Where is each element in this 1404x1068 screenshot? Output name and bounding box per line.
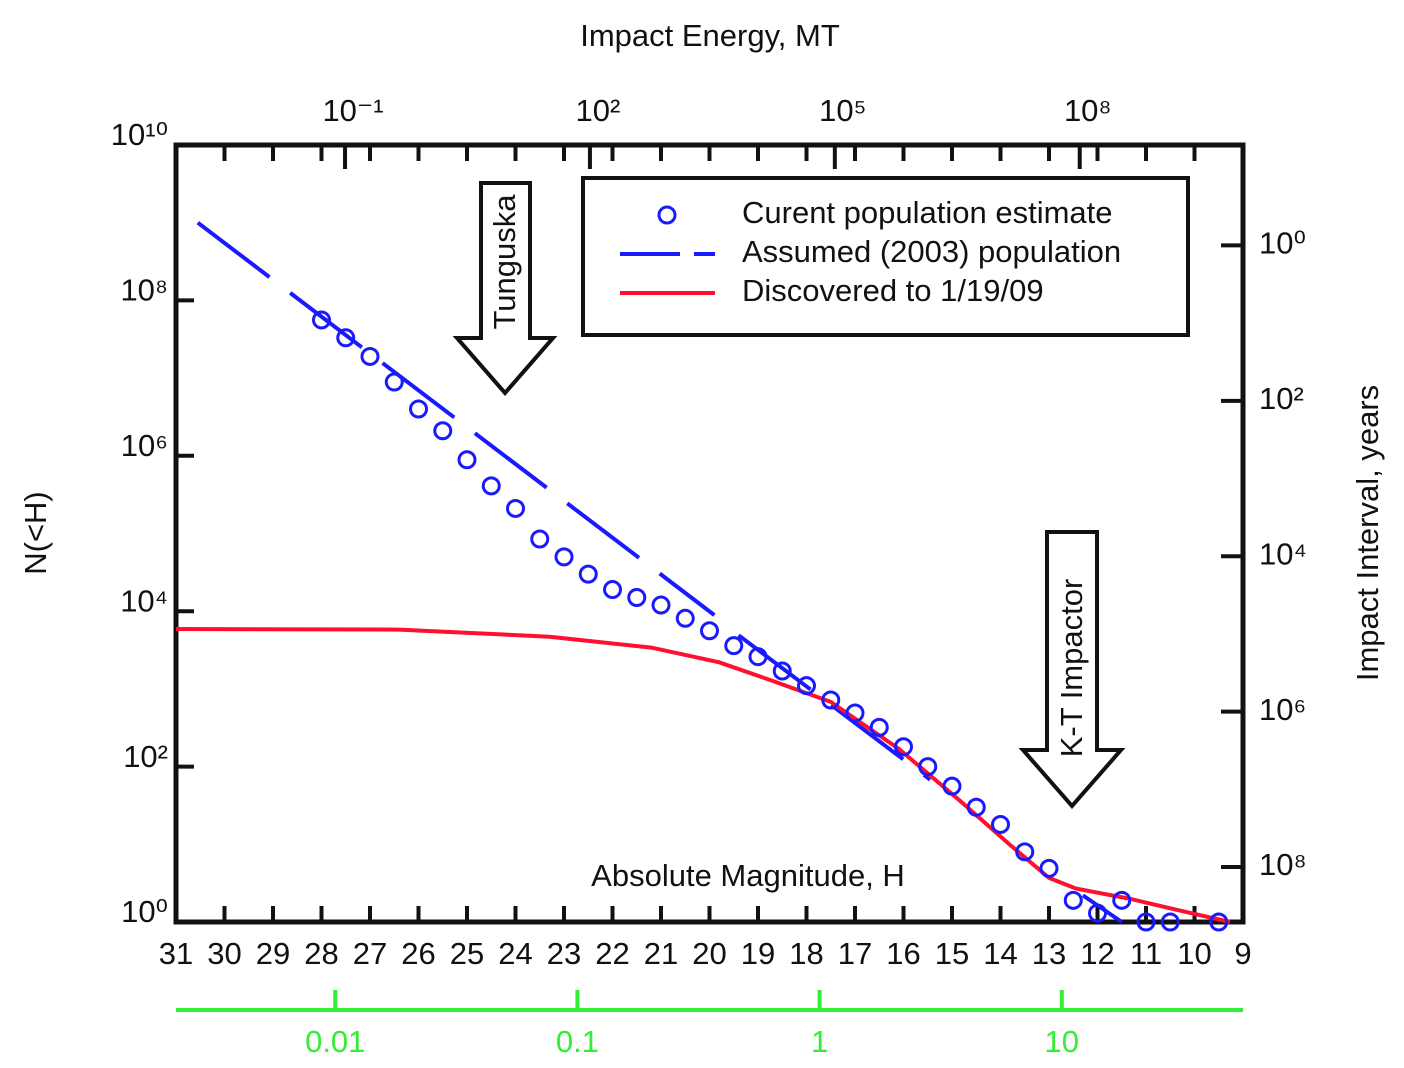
x-tick-label: 28 [304,936,338,971]
y-axis-label: N(<H) [18,491,53,575]
x2-axis-label: Impact Energy, MT [580,18,840,53]
x-tick-label: 15 [935,936,969,971]
y-tick-label: 10⁶ [121,428,168,463]
data-point [1209,912,1229,932]
x-tick-label: 22 [595,936,629,971]
y2-tick-label: 10⁰ [1259,226,1306,261]
x-tick-label: 12 [1080,936,1114,971]
y-tick-label: 10¹⁰ [111,117,168,152]
x2-tick-label: 10⁸ [1064,93,1112,128]
x-tick-label: 11 [1130,936,1162,971]
x-tick-label: 14 [983,936,1017,971]
data-point [1112,890,1132,910]
y2-tick-label: 10⁴ [1259,536,1307,571]
data-point [1015,842,1035,862]
data-point [724,636,744,656]
data-point [700,621,719,641]
x-tick-label: 31 [159,936,193,971]
x-tick-label: 16 [886,936,920,971]
data-point [554,547,574,567]
data-point [433,421,453,441]
x-tick-label: 9 [1234,936,1251,971]
x-tick-label: 24 [498,936,532,971]
data-point [894,737,913,757]
data-point [481,476,501,496]
x-tick-label: 13 [1032,936,1066,971]
y2-tick-label: 10⁶ [1259,692,1306,727]
data-point [797,676,816,696]
data-point [603,580,622,600]
y-tick-label: 10⁴ [120,583,168,618]
legend-label: Assumed (2003) population [742,234,1121,269]
data-point [336,328,356,348]
x3-tick-label: 0.1 [556,1024,599,1059]
data-point [966,797,986,817]
data-point [530,529,550,549]
x-tick-label: 30 [207,936,241,971]
x-tick-label: 20 [692,936,726,971]
legend-box [581,176,1190,337]
x-axis-label: Absolute Magnitude, H [591,858,905,893]
data-point [312,310,331,330]
data-point [1039,858,1059,878]
data-point [506,498,525,518]
x-tick-label: 17 [838,936,872,971]
y-tick-label: 10⁰ [121,894,168,929]
data-point [1088,903,1107,923]
x-tick-label: 23 [547,936,581,971]
data-point [675,608,695,628]
annotation-arrow [1018,530,1126,810]
data-point [845,703,865,723]
data-point [360,346,380,366]
y2-axis-label: Impact Interval, years [1350,385,1385,681]
x-tick-label: 19 [741,936,775,971]
y2-tick-label: 10⁸ [1259,847,1307,882]
data-point [869,717,889,737]
data-point [748,647,768,667]
x-tick-label: 10 [1177,936,1211,971]
legend-label: Curent population estimate [742,195,1113,230]
x2-tick-label: 10² [576,93,621,128]
x3-tick-label: 0.01 [305,1024,365,1059]
x3-tick-label: 1 [811,1024,828,1059]
y-tick-label: 10² [123,739,168,774]
data-point [384,372,404,392]
y2-tick-label: 10² [1259,381,1304,416]
x-tick-label: 26 [401,936,435,971]
data-point [1160,912,1180,932]
x-tick-label: 18 [789,936,823,971]
data-point [772,661,792,681]
x2-tick-label: 10⁵ [819,93,866,128]
data-point [409,399,428,419]
data-point [918,757,938,777]
data-point [578,564,598,584]
annotation-arrow [452,181,558,397]
x-tick-label: 21 [644,936,678,971]
data-point [1136,912,1156,932]
annotation: K-T Impactor [1054,579,1089,758]
data-point [1063,890,1083,910]
x-tick-label: 27 [353,936,387,971]
x2-tick-label: 10⁻¹ [322,93,383,128]
data-point [991,814,1010,834]
data-point [627,588,647,608]
legend-marker [657,205,677,225]
data-point [651,595,671,615]
x-tick-label: 25 [450,936,484,971]
y-tick-label: 10⁸ [120,273,168,308]
series-line [175,627,1231,924]
legend-label: Discovered to 1/19/09 [742,273,1044,308]
data-point [457,450,477,470]
x-tick-label: 29 [256,936,290,971]
data-point [821,690,841,710]
annotation: Tunguska [487,194,522,330]
data-point [942,776,962,796]
x3-tick-label: 10 [1045,1024,1079,1059]
